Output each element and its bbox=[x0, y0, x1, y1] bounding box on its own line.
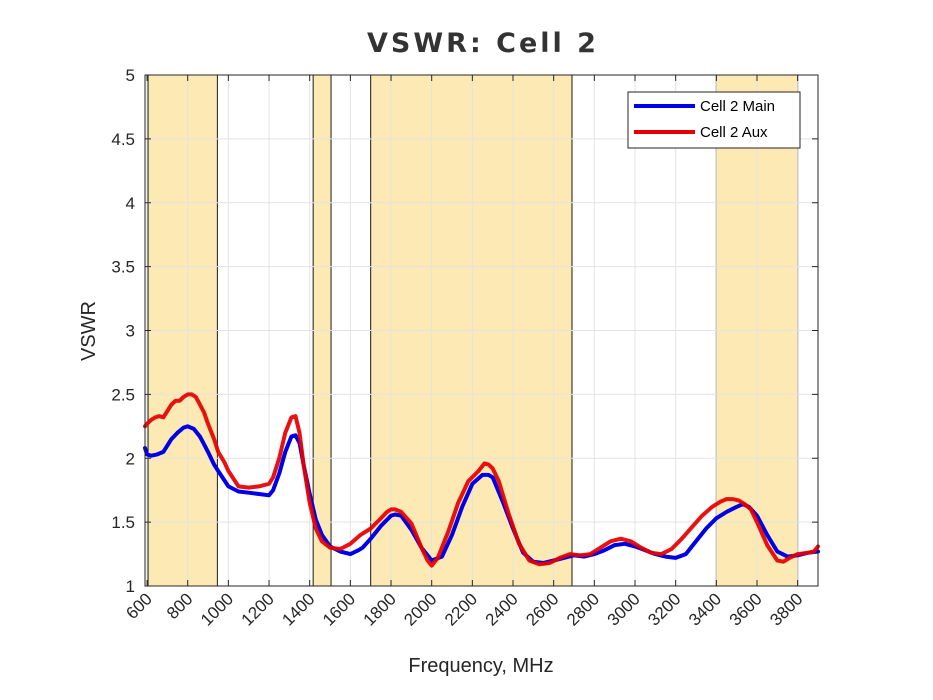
y-tick-label-2: 2 bbox=[126, 449, 135, 468]
y-tick-label-4: 3 bbox=[126, 322, 135, 341]
y-tick-label-7: 4.5 bbox=[111, 130, 135, 149]
y-tick-label-1: 1.5 bbox=[111, 513, 135, 532]
y-tick-label-5: 3.5 bbox=[111, 258, 135, 277]
x-axis-label: Frequency, MHz bbox=[408, 655, 553, 677]
y-tick-label-8: 5 bbox=[126, 66, 135, 85]
y-tick-label-0: 1 bbox=[126, 577, 135, 596]
y-tick-label-6: 4 bbox=[126, 194, 135, 213]
y-axis-label: VSWR bbox=[78, 301, 100, 361]
series-line-aux bbox=[143, 392, 820, 568]
y-tick-label-3: 2.5 bbox=[111, 385, 135, 404]
legend-label-aux: Cell 2 Aux bbox=[700, 124, 768, 141]
legend: Cell 2 Main Cell 2 Aux bbox=[627, 91, 801, 149]
chart-title: VSWR: Cell 2 bbox=[367, 28, 599, 59]
legend-box bbox=[627, 91, 801, 149]
data-series bbox=[143, 392, 820, 568]
legend-label-main: Cell 2 Main bbox=[700, 98, 775, 115]
